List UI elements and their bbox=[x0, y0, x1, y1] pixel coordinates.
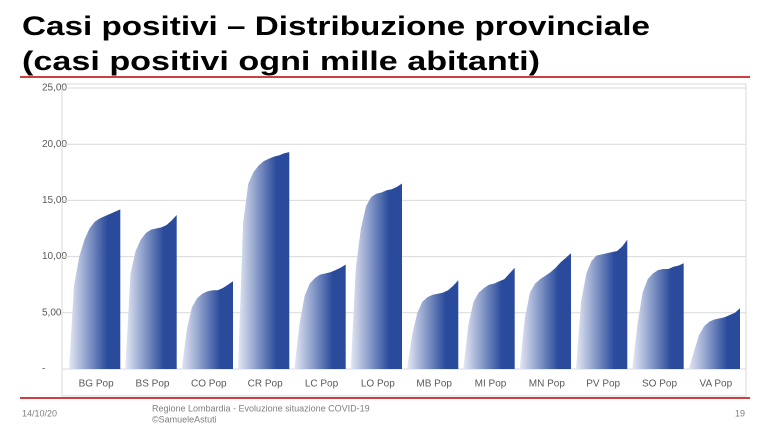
y-tick-label: - bbox=[42, 364, 45, 375]
x-tick-label: VA Pop bbox=[700, 379, 733, 390]
x-tick-label: SO Pop bbox=[642, 379, 677, 390]
area bbox=[125, 215, 177, 369]
x-tick-label: BG Pop bbox=[79, 379, 114, 390]
x-tick-label: CO Pop bbox=[191, 379, 227, 390]
x-tick-label: CR Pop bbox=[248, 379, 283, 390]
area bbox=[688, 308, 740, 369]
x-tick-label: LO Pop bbox=[361, 379, 395, 390]
y-tick-label: 10,00 bbox=[42, 251, 67, 262]
area bbox=[350, 183, 402, 369]
y-tick-label: 25,00 bbox=[42, 83, 67, 94]
x-tick-label: BS Pop bbox=[136, 379, 170, 390]
area bbox=[519, 253, 571, 369]
area bbox=[632, 263, 684, 369]
area bbox=[69, 209, 121, 369]
area bbox=[238, 152, 290, 369]
area bbox=[407, 280, 459, 369]
area bbox=[294, 264, 346, 369]
y-tick-label: 5,00 bbox=[42, 307, 62, 318]
date: 14/10/20 bbox=[22, 408, 57, 418]
footer: Regione Lombardia - Evoluzione situazion… bbox=[152, 403, 370, 413]
page-number: 19 bbox=[735, 408, 745, 418]
x-tick-label: MN Pop bbox=[529, 379, 566, 390]
area bbox=[181, 281, 233, 369]
chart-frame bbox=[61, 83, 747, 397]
y-tick-label: 15,00 bbox=[42, 195, 67, 206]
y-tick-label: 20,00 bbox=[42, 139, 67, 150]
x-tick-label: PV Pop bbox=[586, 379, 620, 390]
area bbox=[463, 267, 515, 369]
title: (casi positivi ogni mille abitanti) bbox=[22, 46, 540, 76]
footer: ©SamueleAstuti bbox=[152, 414, 217, 424]
x-tick-label: MB Pop bbox=[416, 379, 452, 390]
title: Casi positivi – Distribuzione provincial… bbox=[22, 11, 650, 41]
area bbox=[576, 239, 628, 369]
x-tick-label: LC Pop bbox=[305, 379, 339, 390]
x-tick-label: MI Pop bbox=[475, 379, 507, 390]
